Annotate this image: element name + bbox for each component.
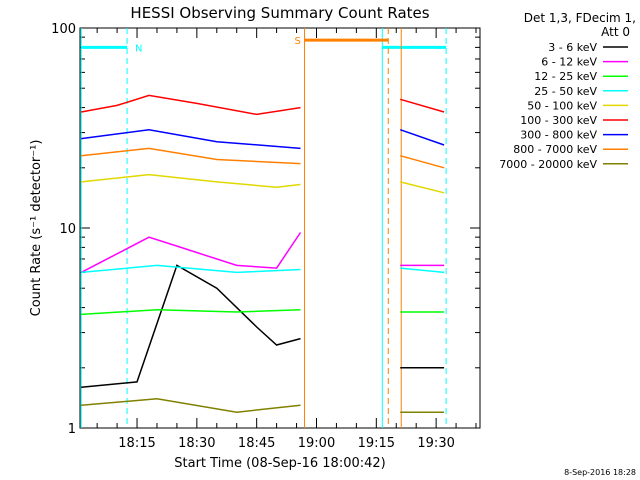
series-line bbox=[399, 98, 445, 113]
legend-item-label: 6 - 12 keV bbox=[541, 56, 597, 69]
x-tick-label: 19:00 bbox=[298, 436, 335, 451]
y-tick-label: 100 bbox=[51, 22, 76, 37]
series-line bbox=[81, 309, 301, 316]
legend-item-label: 800 - 7000 keV bbox=[513, 143, 597, 156]
legend-item-label: 12 - 25 keV bbox=[534, 70, 597, 83]
series-line bbox=[81, 398, 301, 413]
chart-title: HESSI Observing Summary Count Rates bbox=[130, 4, 429, 22]
series-line bbox=[81, 94, 301, 116]
legend-item-label: 50 - 100 keV bbox=[527, 99, 597, 112]
legend-item-label: 7000 - 20000 keV bbox=[499, 158, 597, 171]
series-line bbox=[400, 181, 445, 194]
legend: Det 1,3, FDecim 1, Att 0 3 - 6 keV 6 - 12… bbox=[499, 11, 636, 171]
x-tick-label: 18:15 bbox=[118, 436, 155, 451]
legend-item-label: 100 - 300 keV bbox=[520, 114, 597, 127]
y-axis-label: Count Rate (s⁻¹ detector⁻¹) bbox=[29, 140, 44, 317]
legend-item-label: 3 - 6 keV bbox=[548, 41, 597, 54]
series-line bbox=[81, 264, 301, 388]
legend-item-label: 300 - 800 keV bbox=[520, 129, 597, 142]
legend-header-line-2: Att 0 bbox=[601, 25, 630, 39]
legend-header-line-1: Det 1,3, FDecim 1, bbox=[524, 11, 636, 25]
series-line bbox=[81, 128, 301, 150]
series-line bbox=[399, 128, 445, 146]
saa-label: S bbox=[295, 36, 301, 47]
y-tick-label: 10 bbox=[59, 222, 76, 237]
y-tick-label: 1 bbox=[68, 422, 76, 437]
night-label: N bbox=[135, 43, 142, 54]
axis-ticks: 1 10 100 18:15 18:30 18:45 19:00 19:15 19:30 bbox=[51, 22, 480, 451]
x-tick-label: 19:15 bbox=[358, 436, 395, 451]
x-tick-label: 18:30 bbox=[178, 436, 215, 451]
series-line bbox=[400, 267, 445, 274]
x-tick-label: 19:30 bbox=[417, 436, 454, 451]
x-axis-label: Start Time (08-Sep-16 18:00:42) bbox=[174, 456, 385, 471]
legend-item-label: 25 - 50 keV bbox=[534, 85, 597, 98]
series-layer bbox=[80, 94, 445, 413]
footer-date: 8-Sep-2016 18:28 bbox=[564, 468, 636, 477]
series-line bbox=[81, 264, 301, 274]
x-tick-label: 18:45 bbox=[238, 436, 275, 451]
series-line bbox=[80, 232, 302, 274]
annotation-layer: NS bbox=[80, 28, 447, 428]
series-line bbox=[400, 154, 445, 169]
series-line bbox=[81, 147, 301, 165]
series-line bbox=[81, 173, 301, 188]
